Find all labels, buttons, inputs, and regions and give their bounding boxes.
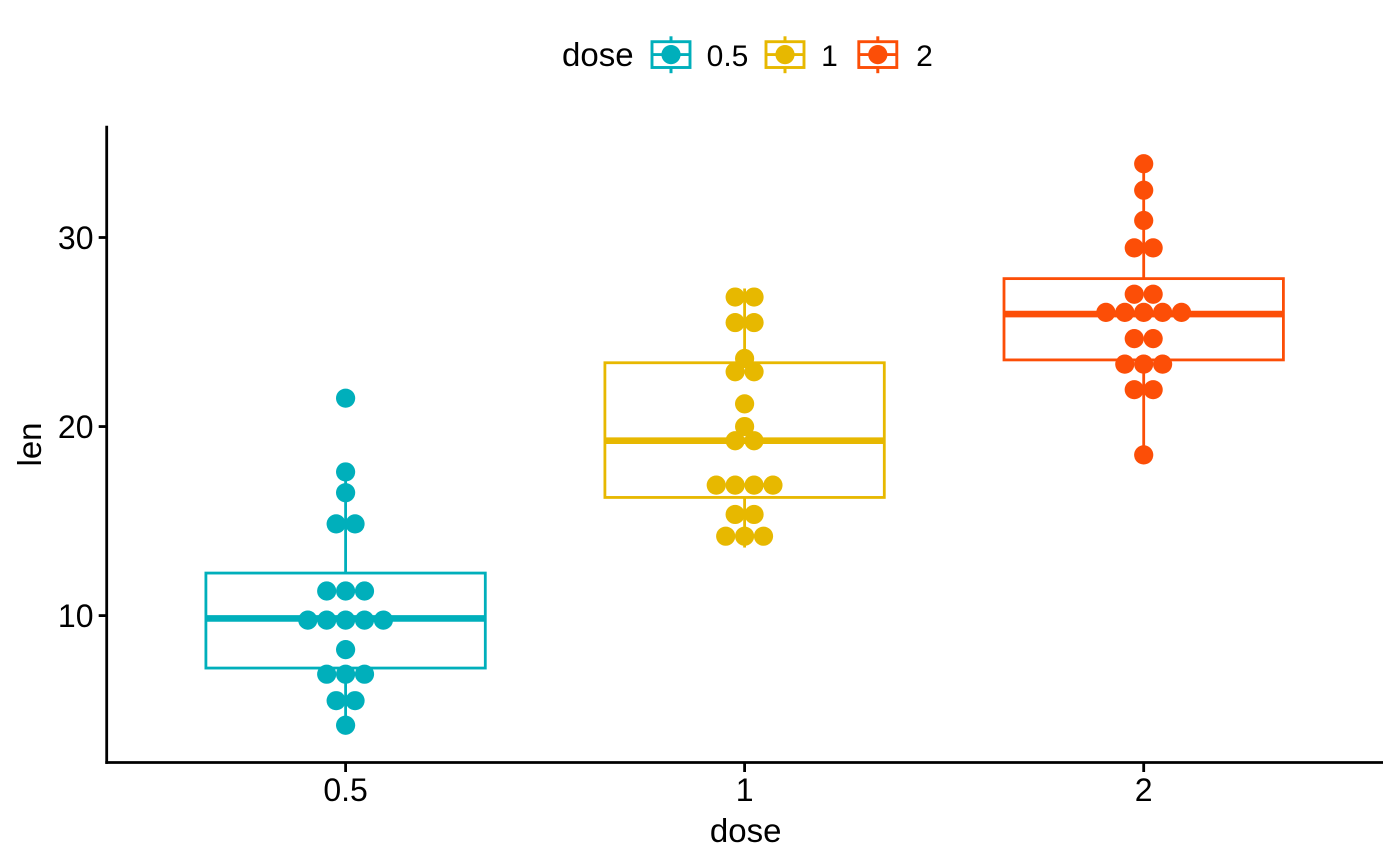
- svg-text:2: 2: [916, 40, 933, 73]
- svg-text:2: 2: [1135, 772, 1153, 808]
- svg-text:1: 1: [821, 40, 838, 73]
- svg-text:20: 20: [58, 409, 94, 445]
- svg-text:0.5: 0.5: [707, 40, 749, 73]
- svg-text:len: len: [11, 422, 48, 466]
- svg-text:1: 1: [736, 772, 754, 808]
- svg-text:0.5: 0.5: [323, 772, 367, 808]
- svg-text:dose: dose: [562, 36, 634, 73]
- svg-text:10: 10: [58, 598, 94, 634]
- svg-text:30: 30: [58, 220, 94, 256]
- svg-text:dose: dose: [710, 812, 782, 849]
